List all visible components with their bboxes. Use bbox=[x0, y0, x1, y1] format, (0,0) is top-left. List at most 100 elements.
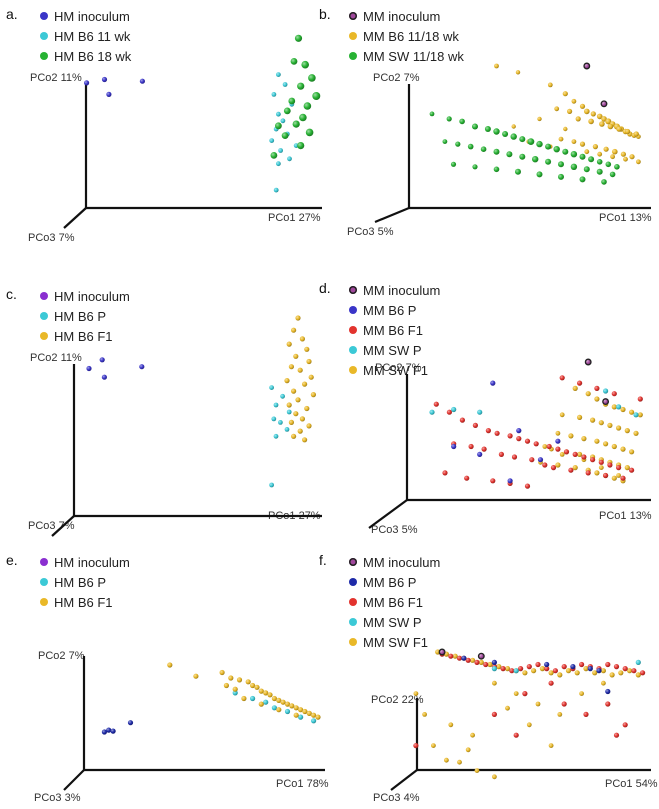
data-point bbox=[596, 113, 603, 120]
legend-marker bbox=[40, 292, 48, 300]
legend: HM inoculum HM B6 P HM B6 F1 bbox=[40, 286, 130, 346]
data-point bbox=[594, 438, 600, 444]
data-point bbox=[545, 158, 552, 165]
legend-label: MM inoculum bbox=[363, 282, 441, 298]
legend-label: MM B6 11/18 wk bbox=[363, 28, 459, 44]
data-point bbox=[594, 385, 600, 391]
legend-marker bbox=[349, 52, 357, 60]
data-point bbox=[455, 141, 461, 147]
data-point bbox=[633, 131, 639, 137]
data-point bbox=[611, 475, 617, 481]
data-point bbox=[607, 422, 613, 428]
panel-label: e. bbox=[6, 552, 18, 568]
data-point bbox=[629, 467, 635, 473]
data-point bbox=[467, 143, 474, 150]
z-axis-label: PCo3 5% bbox=[347, 226, 394, 238]
data-point bbox=[292, 120, 300, 128]
series-hm-inoculum bbox=[101, 720, 134, 735]
data-point bbox=[311, 718, 317, 724]
data-point bbox=[241, 695, 247, 702]
legend-marker bbox=[349, 306, 357, 314]
data-point bbox=[310, 392, 316, 398]
data-point bbox=[559, 452, 565, 457]
legend-marker bbox=[349, 578, 357, 586]
data-point bbox=[620, 406, 626, 413]
data-point bbox=[553, 146, 560, 153]
data-point bbox=[572, 385, 578, 391]
legend-label: MM SW 11/18 wk bbox=[363, 48, 464, 64]
legend-item: HM inoculum bbox=[40, 6, 131, 26]
data-point bbox=[263, 690, 269, 696]
data-point bbox=[480, 146, 487, 152]
data-point bbox=[529, 457, 535, 463]
data-point bbox=[306, 358, 312, 365]
data-point bbox=[524, 483, 531, 489]
data-point bbox=[302, 381, 308, 387]
data-point bbox=[228, 675, 234, 681]
series-mm-sw-f1 bbox=[413, 649, 641, 780]
legend-item: HM B6 P bbox=[40, 306, 130, 326]
series-mm-inoculum bbox=[584, 358, 610, 406]
data-point bbox=[519, 136, 526, 143]
data-point bbox=[568, 467, 574, 473]
data-point bbox=[431, 743, 436, 748]
data-point bbox=[616, 425, 622, 431]
z-axis-label: PCo3 3% bbox=[34, 792, 81, 804]
data-point bbox=[291, 388, 297, 394]
data-point bbox=[284, 427, 290, 432]
data-point bbox=[493, 128, 500, 135]
data-point bbox=[579, 141, 586, 147]
data-point bbox=[570, 151, 578, 158]
data-point bbox=[507, 433, 513, 439]
data-point bbox=[306, 423, 312, 429]
data-point bbox=[579, 153, 586, 160]
legend-item: MM B6 P bbox=[349, 300, 440, 320]
data-point bbox=[288, 419, 294, 425]
data-point bbox=[446, 409, 452, 415]
legend-item: MM B6 P bbox=[349, 572, 440, 592]
legend-label: HM B6 F1 bbox=[54, 328, 113, 344]
data-point bbox=[603, 146, 609, 152]
data-point bbox=[544, 666, 550, 672]
data-point bbox=[470, 657, 476, 663]
data-point bbox=[601, 680, 606, 686]
legend: MM inoculum MM B6 P MM B6 F1 MM SW P MM … bbox=[349, 552, 440, 652]
data-point bbox=[513, 691, 519, 696]
series-mm-b6-f1 bbox=[413, 651, 646, 749]
data-point bbox=[616, 473, 621, 478]
data-point bbox=[284, 378, 290, 384]
data-point bbox=[613, 732, 620, 738]
data-point bbox=[127, 720, 134, 726]
axes bbox=[63, 84, 322, 229]
data-point bbox=[574, 670, 580, 676]
data-point bbox=[587, 666, 593, 672]
data-point bbox=[294, 34, 303, 42]
data-point bbox=[507, 478, 513, 484]
data-point bbox=[468, 443, 474, 450]
data-point bbox=[583, 166, 590, 173]
data-point bbox=[599, 121, 605, 127]
legend-label: MM B6 P bbox=[363, 574, 417, 590]
legend-marker bbox=[40, 598, 48, 606]
data-point bbox=[276, 697, 282, 703]
data-point bbox=[289, 703, 295, 709]
scatter-plot bbox=[63, 34, 322, 229]
y-axis-label: PCo2 11% bbox=[30, 72, 82, 84]
data-point bbox=[571, 98, 577, 104]
data-point bbox=[584, 149, 590, 155]
data-point bbox=[616, 465, 622, 471]
legend-label: MM SW P bbox=[363, 342, 422, 358]
data-point bbox=[611, 443, 617, 450]
data-point bbox=[448, 722, 454, 728]
series-hm-b6-18-wk bbox=[270, 34, 321, 159]
data-point bbox=[596, 168, 603, 175]
legend-label: MM SW F1 bbox=[363, 362, 428, 378]
data-point bbox=[597, 151, 603, 157]
data-point bbox=[583, 711, 589, 717]
data-point bbox=[286, 409, 292, 415]
data-point bbox=[572, 451, 578, 457]
data-point bbox=[592, 670, 598, 676]
legend-item: MM inoculum bbox=[349, 6, 464, 26]
data-point bbox=[219, 669, 225, 676]
data-point bbox=[633, 430, 639, 436]
